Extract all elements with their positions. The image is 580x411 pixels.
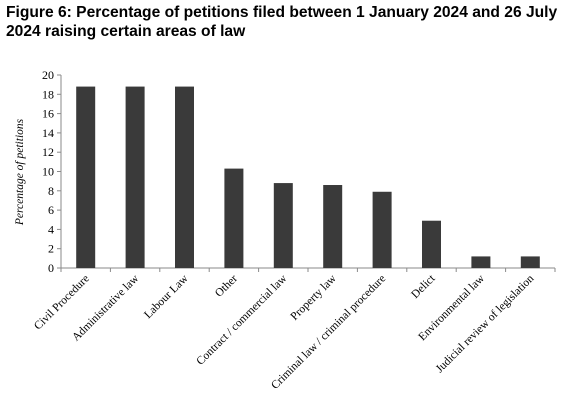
y-tick-label: 16 (42, 107, 54, 121)
y-tick-label: 2 (48, 242, 54, 256)
category-label: Contract / commercial law (194, 272, 289, 367)
chart-title: Figure 6: Percentage of petitions filed … (6, 4, 558, 40)
y-tick-label: 6 (48, 203, 54, 217)
y-tick-label: 10 (42, 165, 54, 179)
category-label: Other (213, 273, 240, 300)
bar (175, 86, 194, 268)
category-label: Labour Law (142, 272, 191, 321)
y-tick-label: 18 (42, 87, 54, 101)
y-tick-label: 20 (42, 68, 54, 82)
category-label: Property law (289, 272, 340, 323)
y-axis: 0 2 4 6 8 10 12 14 16 18 20 (42, 68, 62, 275)
y-tick-label: 8 (48, 184, 54, 198)
bar (76, 86, 96, 268)
bar (323, 185, 343, 268)
bar (125, 86, 145, 268)
y-tick-label: 14 (42, 126, 54, 140)
y-tick-label: 0 (48, 261, 54, 275)
x-axis (60, 267, 556, 272)
y-tick-label: 4 (48, 222, 54, 236)
bar (372, 191, 392, 268)
category-label: Judicial review of legislation (434, 272, 537, 375)
bar (520, 256, 540, 268)
bar (224, 168, 244, 268)
bar (422, 220, 441, 268)
bars (76, 86, 540, 268)
bar (471, 256, 491, 268)
bar (273, 183, 293, 268)
category-label: Delict (409, 272, 438, 301)
y-axis-label: Percentage of petitions (14, 118, 26, 226)
y-tick-label: 12 (42, 145, 54, 159)
